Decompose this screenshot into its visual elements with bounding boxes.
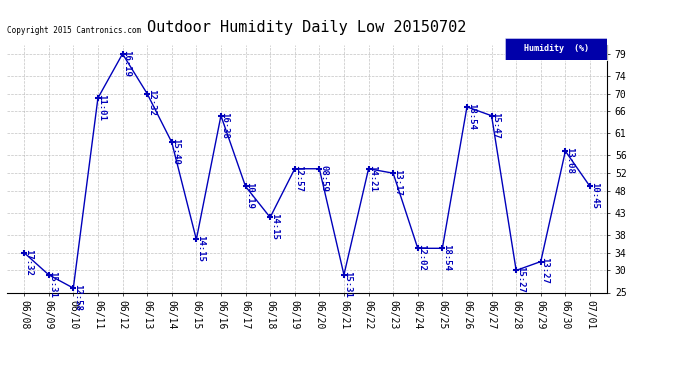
Text: 10:19: 10:19	[245, 182, 254, 209]
Title: Outdoor Humidity Daily Low 20150702: Outdoor Humidity Daily Low 20150702	[148, 20, 466, 35]
Text: 18:54: 18:54	[442, 244, 451, 271]
Text: 16:38: 16:38	[221, 111, 230, 138]
Text: 13:27: 13:27	[540, 257, 549, 284]
Text: Copyright 2015 Cantronics.com: Copyright 2015 Cantronics.com	[7, 26, 141, 35]
Text: 11:01: 11:01	[97, 94, 106, 121]
Text: 12:58: 12:58	[73, 284, 82, 311]
Text: 14:15: 14:15	[270, 213, 279, 240]
Text: 14:15: 14:15	[196, 235, 205, 262]
Text: 17:32: 17:32	[23, 249, 33, 275]
Text: 18:54: 18:54	[466, 103, 475, 130]
Text: 15:47: 15:47	[491, 111, 500, 138]
Text: 10:45: 10:45	[590, 182, 599, 209]
Text: 15:31: 15:31	[48, 271, 57, 297]
Text: 08:59: 08:59	[319, 165, 328, 192]
Text: 12:32: 12:32	[147, 90, 156, 116]
Text: 15:27: 15:27	[516, 266, 525, 293]
Text: 16:19: 16:19	[122, 50, 131, 76]
Text: 12:02: 12:02	[417, 244, 426, 271]
Text: 13:08: 13:08	[565, 147, 574, 174]
Text: 12:57: 12:57	[295, 165, 304, 192]
Text: 14:21: 14:21	[368, 165, 377, 192]
Text: 15:40: 15:40	[171, 138, 180, 165]
Text: 15:31: 15:31	[344, 271, 353, 297]
Text: 13:17: 13:17	[393, 169, 402, 196]
